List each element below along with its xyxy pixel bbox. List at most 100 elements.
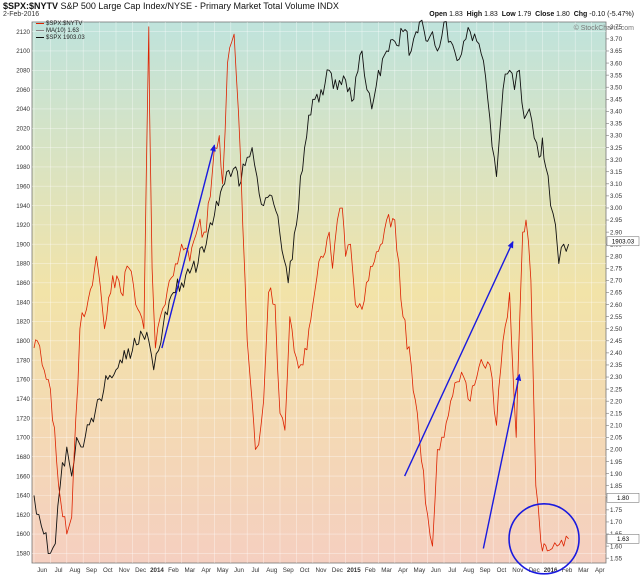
open-label: Open — [429, 11, 448, 18]
ratio-value-tag-text: 1.80 — [617, 495, 630, 502]
left-tick-label: 1600 — [16, 531, 30, 538]
x-tick-label: Jun — [431, 567, 442, 574]
x-tick-label: Oct — [103, 567, 113, 574]
x-tick-label: Sep — [86, 567, 98, 574]
left-tick-label: 1920 — [16, 222, 30, 229]
right-tick-label: 2.05 — [610, 435, 623, 442]
legend-spx-swatch — [36, 36, 44, 38]
ma-value-tag-box — [606, 534, 640, 544]
x-tick-label: Jul — [55, 567, 63, 574]
left-tick-label: 1620 — [16, 512, 30, 519]
x-tick-label: Apr — [595, 567, 605, 574]
x-tick-label: Aug — [266, 567, 278, 574]
right-tick-label: 3.00 — [610, 205, 623, 212]
spx-price-line — [33, 19, 570, 555]
legend-spx: $SPX 1903.03 — [36, 35, 85, 41]
left-tick-label: 1760 — [16, 377, 30, 384]
x-tick-label: Dec — [529, 567, 540, 574]
ratio-value-tag-box — [606, 493, 640, 503]
x-tick-label: May — [414, 567, 427, 574]
x-tick-label: Oct — [497, 567, 507, 574]
left-tick-label: 1820 — [16, 319, 30, 326]
right-tick-label: 3.70 — [610, 36, 623, 43]
x-tick-label: Aug — [69, 567, 81, 574]
right-tick-label: 2.75 — [610, 266, 623, 273]
left-tick-label: 1640 — [16, 493, 30, 500]
left-tick-label: 2120 — [16, 29, 30, 36]
right-tick-label: 1.60 — [610, 543, 623, 550]
spx-value-tag-box — [606, 236, 640, 247]
x-tick-label: 2015 — [347, 567, 361, 574]
right-tick-label: 2.65 — [610, 290, 623, 297]
right-tick-label: 2.10 — [610, 423, 623, 430]
right-tick-label: 2.20 — [610, 398, 623, 405]
plot-area — [31, 21, 607, 564]
ohlc-readout: Open 1.83 High 1.83 Low 1.79 Close 1.80 … — [429, 11, 634, 18]
right-tick-label: 3.40 — [610, 109, 623, 116]
stockcharts-brand: © StockCharts.com — [573, 25, 634, 32]
left-tick-label: 1800 — [16, 338, 30, 345]
spx-value-tag-text: 1903.03 — [612, 239, 635, 246]
x-tick-label: Jun — [234, 567, 245, 574]
chg-value: -0.10 (-5.47%) — [589, 11, 634, 18]
low-value: 1.79 — [517, 11, 532, 18]
x-tick-label: Jul — [251, 567, 259, 574]
x-tick-label: 2014 — [150, 567, 164, 574]
right-tick-label: 1.95 — [610, 459, 623, 466]
trend-arrow — [404, 240, 514, 477]
legend-ma-swatch — [36, 29, 44, 31]
left-tick-label: 1840 — [16, 299, 30, 306]
x-tick-label: Jun — [37, 567, 48, 574]
right-tick-label: 2.25 — [610, 386, 623, 393]
high-value: 1.83 — [484, 11, 498, 18]
right-tick-label: 2.45 — [610, 338, 623, 345]
ratio-line — [33, 26, 569, 552]
x-tick-label: May — [217, 567, 230, 574]
x-tick-label: Mar — [578, 567, 589, 574]
right-tick-label: 1.70 — [610, 519, 623, 526]
x-tick-label: Dec — [135, 567, 146, 574]
left-tick-label: 1680 — [16, 454, 30, 461]
left-tick-label: 1660 — [16, 473, 30, 480]
right-tick-label: 3.15 — [610, 169, 623, 176]
left-tick-label: 2100 — [16, 48, 30, 55]
low-label: Low — [501, 11, 516, 18]
x-tick-label: Feb — [365, 567, 376, 574]
x-tick-label: Apr — [398, 567, 408, 574]
x-tick-label: Nov — [315, 567, 327, 574]
close-value: 1.80 — [556, 11, 570, 18]
chart-description: S&P 500 Large Cap Index/NYSE - Primary M… — [60, 1, 339, 11]
left-tick-label: 1740 — [16, 396, 30, 403]
x-tick-label: Aug — [463, 567, 475, 574]
right-tick-label: 3.30 — [610, 133, 623, 140]
x-tick-label: Feb — [168, 567, 179, 574]
right-tick-label: 3.55 — [610, 72, 623, 79]
right-tick-label: 3.65 — [610, 48, 623, 55]
x-tick-label: Apr — [201, 567, 211, 574]
right-tick-label: 2.15 — [610, 410, 623, 417]
right-tick-label: 2.50 — [610, 326, 623, 333]
right-tick-label: 3.10 — [610, 181, 623, 188]
right-tick-label: 3.25 — [610, 145, 623, 152]
left-tick-label: 2000 — [16, 145, 30, 152]
left-tick-label: 1720 — [16, 415, 30, 422]
chg-label: Chg — [573, 11, 588, 18]
trend-arrow — [161, 144, 216, 349]
right-tick-label: 2.55 — [610, 314, 623, 321]
x-tick-label: Mar — [184, 567, 195, 574]
right-tick-label: 1.85 — [610, 483, 623, 490]
left-tick-label: 1580 — [16, 551, 30, 558]
legend-ratio: $SPX:$NYTV — [36, 21, 82, 27]
left-tick-label: 2080 — [16, 68, 30, 75]
chart-date: 2-Feb-2016 — [3, 11, 40, 18]
left-tick-label: 1700 — [16, 435, 30, 442]
left-tick-label: 2060 — [16, 87, 30, 94]
legend-spx-label: $SPX 1903.03 — [46, 35, 85, 41]
right-tick-label: 2.00 — [610, 447, 623, 454]
x-tick-label: Nov — [119, 567, 131, 574]
right-tick-label: 3.45 — [610, 96, 623, 103]
x-tick-label: Mar — [381, 567, 392, 574]
left-tick-label: 1900 — [16, 241, 30, 248]
chart-title: $SPX:$NYTV S&P 500 Large Cap Index/NYSE … — [3, 1, 339, 11]
